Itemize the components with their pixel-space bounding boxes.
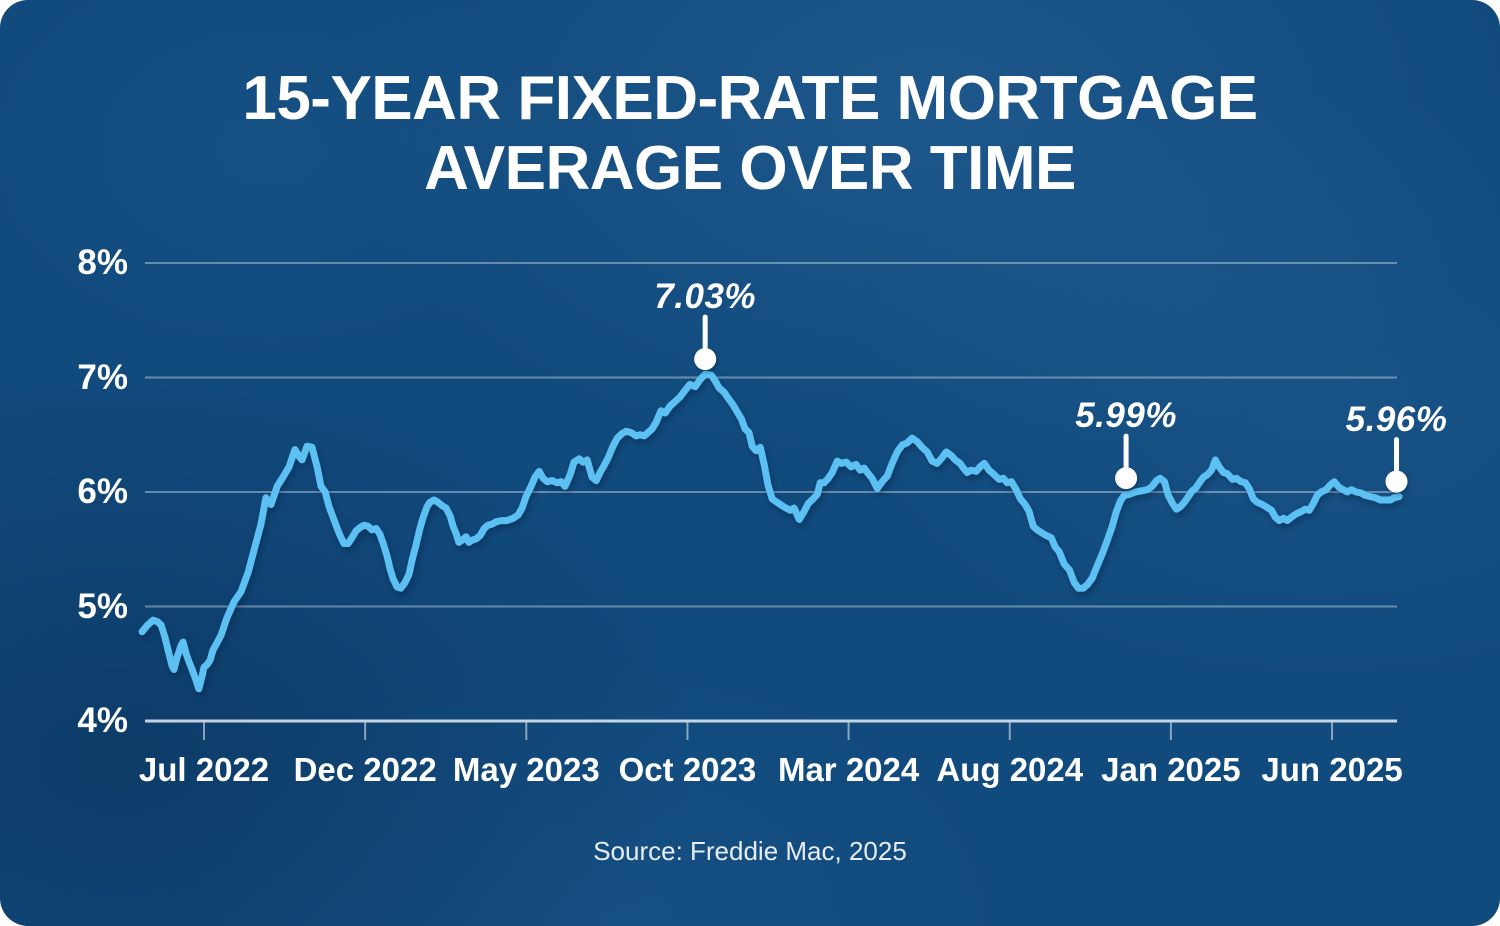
chart-title: 15-YEAR FIXED-RATE MORTGAGE AVERAGE OVER… xyxy=(0,64,1500,204)
annotation-dot-599 xyxy=(1115,467,1138,490)
x-axis-label-dec-2022: Dec 2022 xyxy=(293,751,437,788)
x-axis-label-jan-2025: Jan 2025 xyxy=(1101,751,1241,788)
source-note: Source: Freddie Mac, 2025 xyxy=(593,836,907,866)
annotation-dot-596 xyxy=(1385,470,1408,493)
y-axis-label-6pct: 6% xyxy=(77,472,128,511)
chart-title-line2: AVERAGE OVER TIME xyxy=(424,134,1076,203)
x-axis-label-mar-2024: Mar 2024 xyxy=(777,751,920,788)
chart-title-line1: 15-YEAR FIXED-RATE MORTGAGE xyxy=(242,64,1258,133)
y-axis-label-8pct: 8% xyxy=(77,243,128,282)
x-axis-label-jun-2025: Jun 2025 xyxy=(1261,751,1403,788)
y-axis-label-4pct: 4% xyxy=(77,701,128,740)
annotation-label-599: 5.99% xyxy=(1075,396,1177,436)
y-axis-label-5pct: 5% xyxy=(77,586,128,626)
y-axis-label-7pct: 7% xyxy=(77,357,128,397)
series-line-15yr-frm xyxy=(138,370,1403,693)
annotation-label-703: 7.03% xyxy=(654,277,757,317)
x-axis-label-aug-2024: Aug 2024 xyxy=(936,751,1084,788)
x-axis-label-may-2023: May 2023 xyxy=(452,751,600,788)
annotation-label-596: 5.96% xyxy=(1345,399,1448,439)
x-axis-label-oct-2023: Oct 2023 xyxy=(618,751,757,788)
annotation-dot-703 xyxy=(694,348,717,371)
x-axis-label-jul-2022: Jul 2022 xyxy=(138,751,270,788)
